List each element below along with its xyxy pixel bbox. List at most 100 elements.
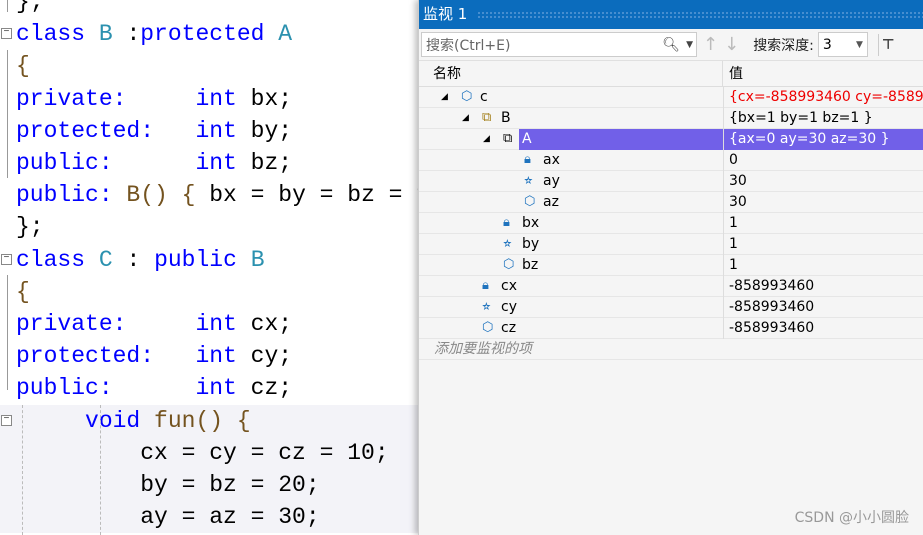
- code-token: private:: [16, 311, 196, 337]
- code-line: cx = cy = cz = 10;: [0, 436, 420, 469]
- watch-item-value[interactable]: -858993460: [723, 297, 923, 318]
- search-icon[interactable]: 🔍︎: [662, 36, 681, 53]
- code-token: cx = cy = cz = 10;: [16, 439, 389, 466]
- watch-title-bar[interactable]: 监视 1: [419, 0, 923, 29]
- code-line: public: int bz;: [0, 147, 420, 179]
- column-name-header[interactable]: 名称: [419, 61, 723, 86]
- protected-field-icon: ⭐︎: [503, 236, 512, 251]
- code-token: };: [16, 0, 44, 15]
- code-token: B() {: [126, 182, 210, 209]
- watch-item-name: c: [480, 89, 488, 105]
- code-line: protected: int by;: [0, 115, 420, 147]
- watch-item-name: cz: [501, 320, 517, 336]
- watch-item-value[interactable]: 1: [723, 234, 923, 255]
- column-value-header[interactable]: 值: [729, 66, 743, 82]
- code-line: public: int cz;: [0, 372, 420, 404]
- code-token: int: [195, 85, 251, 112]
- code-editor[interactable]: }; class B :protected A − { private: int bx;…: [0, 0, 444, 535]
- search-dropdown-icon[interactable]: ▼: [686, 39, 693, 50]
- watch-toolbar: 搜索(Ctrl+E) 🔍︎ ▼ ↑ ↓ 搜索深度: 3 ▼ ⊤: [419, 29, 923, 60]
- code-token: protected: [140, 21, 279, 48]
- watch-item-value[interactable]: 0: [723, 150, 923, 171]
- code-line: class C : public B −: [0, 244, 420, 276]
- watch-item-value[interactable]: 1: [723, 255, 923, 276]
- code-token: private:: [16, 85, 196, 112]
- watch-row[interactable]: ◢ ⧉ B {bx=1 by=1 bz=1 }: [419, 108, 923, 129]
- code-line: {: [0, 276, 420, 308]
- watch-row[interactable]: ⭐︎ by 1: [419, 234, 923, 255]
- code-token: void: [16, 407, 155, 434]
- code-token: cx;: [250, 311, 293, 337]
- code-token: protected:: [16, 343, 196, 370]
- watch-item-name: ay: [543, 173, 560, 189]
- code-token: class: [16, 246, 99, 273]
- code-token: bz;: [250, 150, 293, 176]
- search-input[interactable]: 搜索(Ctrl+E) 🔍︎ ▼: [421, 32, 697, 57]
- watch-row[interactable]: ⬡ az 30: [419, 192, 923, 213]
- code-token: public: [154, 246, 251, 273]
- fold-guide: [7, 50, 8, 178]
- add-watch-item[interactable]: 添加要监视的项: [434, 341, 532, 357]
- watch-row[interactable]: 🔒︎ ax 0: [419, 150, 923, 171]
- collapse-icon[interactable]: −: [1, 253, 12, 265]
- watch-item-value[interactable]: 30: [723, 192, 923, 213]
- watch-item-value[interactable]: -858993460: [723, 318, 923, 339]
- code-token: C: [98, 246, 113, 273]
- search-depth-value: 3: [822, 36, 832, 53]
- code-token: B: [250, 246, 265, 273]
- expand-toggle-icon[interactable]: ◢: [483, 134, 490, 144]
- watch-item-value[interactable]: 30: [723, 171, 923, 192]
- code-token: {: [16, 53, 30, 80]
- collapse-icon[interactable]: −: [1, 414, 12, 426]
- code-line: void fun() {−: [0, 404, 420, 437]
- watch-row[interactable]: ◢ ⧉ A {ax=0 ay=30 az=30 }: [419, 129, 923, 150]
- watch-row[interactable]: 🔒︎ bx 1: [419, 213, 923, 234]
- watch-item-value[interactable]: {cx=-858993460 cy=-858993460 cz=-8589934…: [723, 87, 923, 108]
- expand-toggle-icon[interactable]: ◢: [441, 92, 448, 102]
- object-icon: ⬡: [461, 89, 473, 104]
- watch-item-value[interactable]: -858993460: [723, 276, 923, 297]
- code-line: class B :protected A −: [0, 18, 420, 50]
- code-token: class: [16, 21, 99, 48]
- watch-item-name: by: [522, 236, 540, 252]
- code-token: :: [112, 21, 141, 48]
- code-line: private: int bx;: [0, 83, 420, 115]
- search-previous-icon[interactable]: ↑: [703, 34, 719, 55]
- code-token: protected:: [16, 117, 196, 144]
- watch-item-value[interactable]: 1: [723, 213, 923, 234]
- search-depth-select[interactable]: 3 ▼: [817, 32, 868, 57]
- indent-guide: [22, 405, 23, 535]
- code-line: };: [0, 211, 420, 243]
- watch-header: 名称 值: [419, 60, 923, 87]
- protected-field-icon: ⭐︎: [482, 299, 491, 314]
- base-class-icon: ⧉: [503, 131, 513, 146]
- watch-row[interactable]: ⬡ cz -858993460: [419, 318, 923, 339]
- add-watch-row[interactable]: 添加要监视的项: [419, 339, 923, 360]
- watch-item-name: cy: [501, 299, 517, 315]
- code-token: int: [195, 375, 251, 402]
- watch-item-value[interactable]: {ax=0 ay=30 az=30 }: [723, 129, 923, 150]
- watch-row[interactable]: ⭐︎ cy -858993460: [419, 297, 923, 318]
- watch-row[interactable]: 🔒︎ cx -858993460: [419, 276, 923, 297]
- code-token: by = bz = 20;: [16, 472, 320, 498]
- public-field-icon: ⬡: [503, 257, 515, 272]
- collapse-icon[interactable]: −: [1, 28, 12, 40]
- public-field-icon: ⬡: [482, 320, 494, 335]
- private-field-icon: 🔒︎: [524, 152, 531, 167]
- watch-row[interactable]: ◢ ⬡ c {cx=-858993460 cy=-858993460 cz=-8589…: [419, 87, 923, 108]
- search-depth-label: 搜索深度:: [753, 37, 814, 54]
- watch-item-value[interactable]: {bx=1 by=1 bz=1 }: [723, 108, 923, 129]
- expand-toggle-icon[interactable]: ◢: [462, 113, 469, 123]
- search-next-icon[interactable]: ↓: [724, 34, 740, 55]
- fold-guide: [7, 0, 8, 12]
- code-token: B: [98, 21, 113, 48]
- pin-icon[interactable]: ⊤: [881, 36, 895, 53]
- base-class-icon: ⧉: [482, 110, 492, 125]
- watch-window: 监视 1 搜索(Ctrl+E) 🔍︎ ▼ ↑ ↓ 搜索深度: 3 ▼ ⊤ 名称 值 ◢…: [418, 0, 923, 535]
- code-token: bx = by = bz = 1;: [209, 182, 444, 209]
- protected-field-icon: ⭐︎: [524, 173, 533, 188]
- watch-row[interactable]: ⬡ bz 1: [419, 255, 923, 276]
- watch-row[interactable]: ⭐︎ ay 30: [419, 171, 923, 192]
- code-token: public:: [16, 375, 196, 402]
- code-token: int: [195, 117, 251, 144]
